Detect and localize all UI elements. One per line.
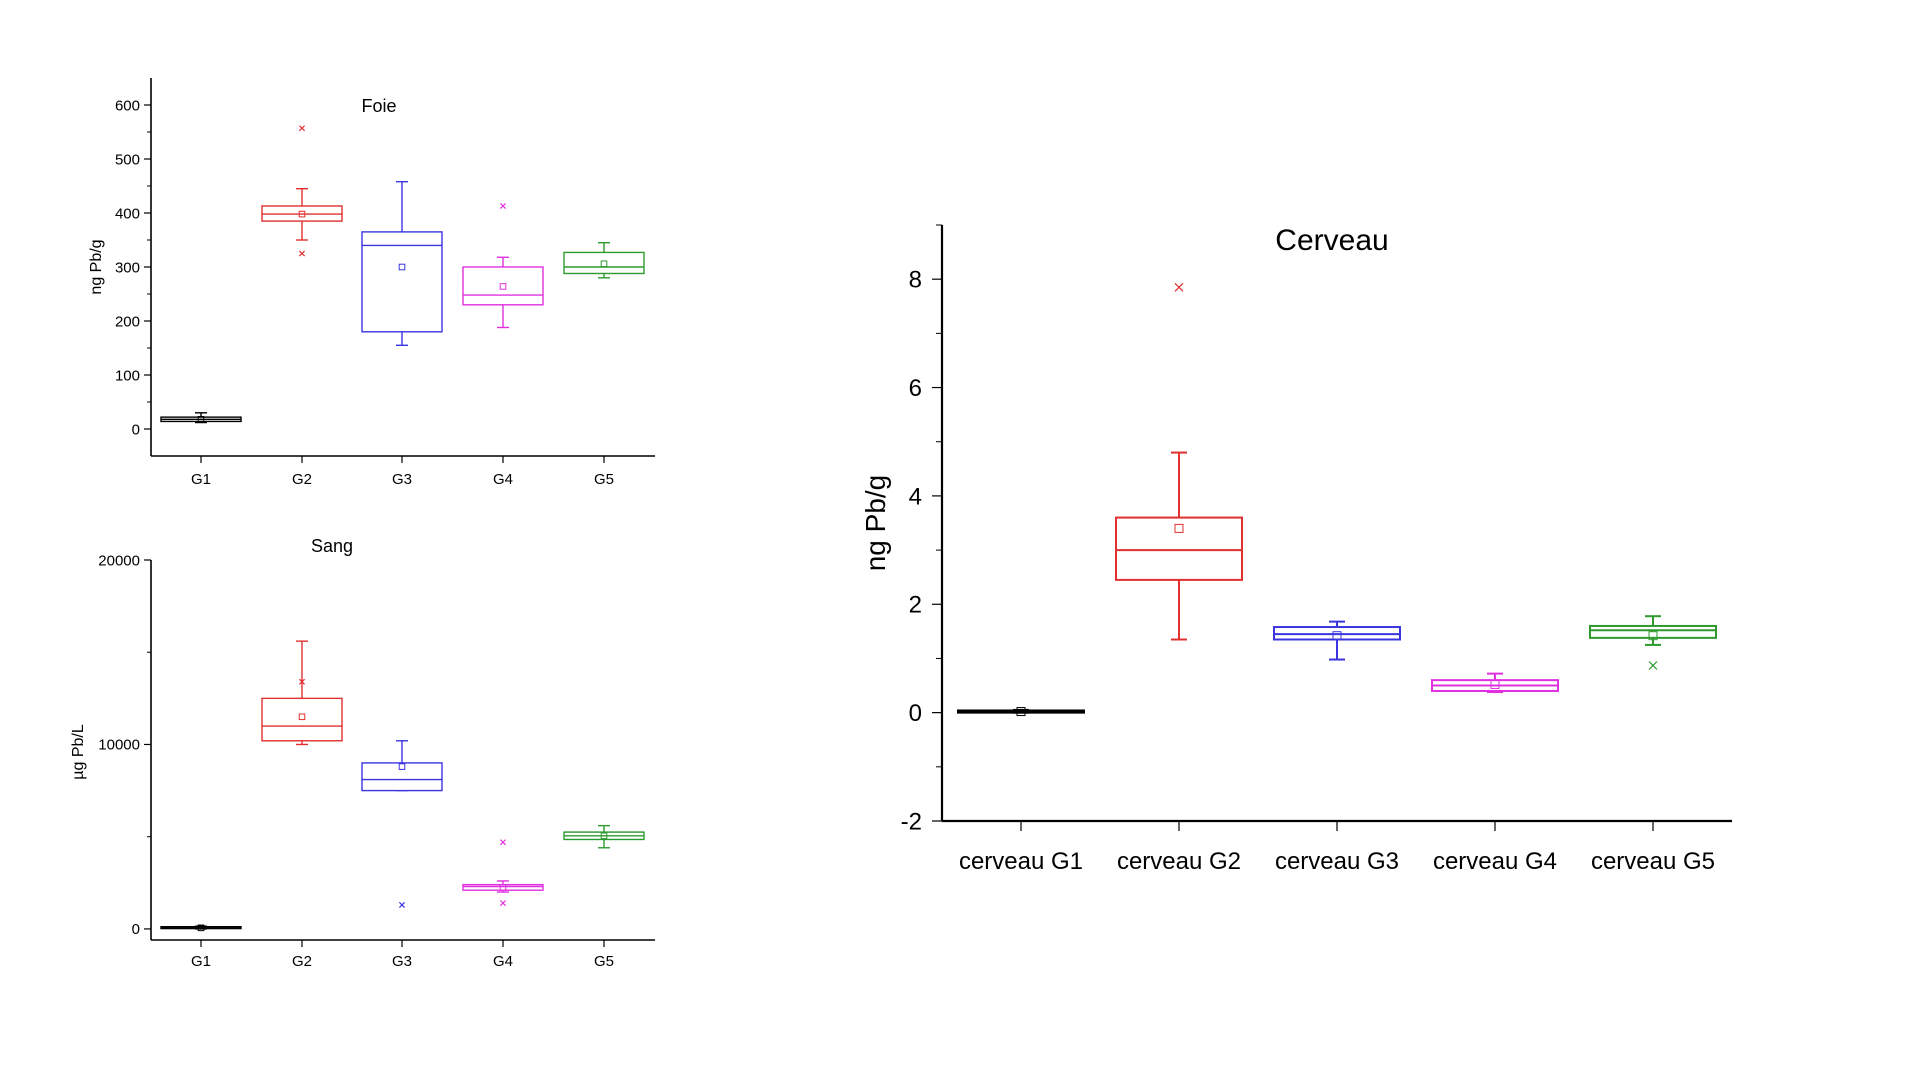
mean-marker <box>197 415 205 423</box>
box-g1 <box>160 412 242 424</box>
mean-marker <box>398 263 406 271</box>
y-tick-label: 400 <box>115 205 140 222</box>
y-tick-label: 0 <box>132 921 140 938</box>
mean-marker <box>197 924 205 932</box>
y-tick-label: -2 <box>901 808 922 835</box>
x-tick-label: cerveau G5 <box>1591 848 1715 875</box>
box-iqr <box>1115 516 1243 581</box>
box-g2 <box>261 640 343 746</box>
x-tick-label: G4 <box>493 471 513 488</box>
y-tick-label: 4 <box>909 483 922 510</box>
box-cerveau-g3 <box>1273 620 1401 661</box>
mean-marker <box>398 763 406 770</box>
y-tick-label: 6 <box>909 375 922 402</box>
box-g4 <box>462 202 544 329</box>
mean-marker <box>1490 679 1500 689</box>
y-tick-label: 20000 <box>98 552 140 569</box>
x-tick-label: G2 <box>292 953 312 970</box>
y-tick-label: 8 <box>909 267 922 294</box>
x-tick-label: G5 <box>594 471 614 488</box>
box-cerveau-g1 <box>957 707 1085 717</box>
mean-marker <box>1016 707 1026 717</box>
outlier-point <box>298 678 306 685</box>
chart-title: Foie <box>361 96 396 116</box>
x-tick-label: G1 <box>191 953 211 970</box>
x-tick-label: cerveau G1 <box>959 848 1083 875</box>
outlier-point <box>499 900 507 907</box>
y-axis-title: µg Pb/L <box>70 724 87 780</box>
box-iqr <box>361 762 443 792</box>
x-tick-label: cerveau G2 <box>1117 848 1241 875</box>
box-cerveau-g5 <box>1589 615 1717 670</box>
box-iqr <box>563 251 645 275</box>
y-tick-label: 600 <box>115 97 140 114</box>
y-tick-label: 300 <box>115 259 140 276</box>
mean-marker <box>499 283 507 290</box>
x-tick-label: G3 <box>392 953 412 970</box>
chart-foie: Foie ng Pb/g 0 100 200 300 400 500 600 G1 G2 G3 G4 G5 <box>88 78 655 488</box>
outlier-point <box>1174 282 1184 292</box>
outlier-point <box>1648 661 1658 670</box>
outlier-point <box>298 250 306 257</box>
box-iqr <box>462 883 544 891</box>
x-tick-label: cerveau G3 <box>1275 848 1399 875</box>
box-iqr <box>462 266 544 306</box>
mean-marker <box>499 884 507 891</box>
mean-marker <box>600 832 608 840</box>
box-cerveau-g4 <box>1431 672 1559 694</box>
outlier-point <box>499 202 507 210</box>
mean-marker <box>600 260 608 268</box>
chart-title: Cerveau <box>1275 224 1388 257</box>
y-axis-title: ng Pb/g <box>860 475 891 572</box>
x-tick-label: G1 <box>191 471 211 488</box>
chart-cerveau: Cerveau ng Pb/g -2 0 2 4 6 8 cerveau G1 cerveau G… <box>860 224 1732 875</box>
y-tick-label: 200 <box>115 313 140 330</box>
mean-marker <box>298 210 306 218</box>
box-g3 <box>361 740 443 908</box>
x-tick-label: G3 <box>392 471 412 488</box>
box-cerveau-g2 <box>1115 282 1243 641</box>
box-g5 <box>563 241 645 279</box>
outlier-point <box>499 839 507 846</box>
box-g2 <box>261 125 343 257</box>
box-g1 <box>160 924 242 932</box>
mean-marker <box>1332 631 1342 641</box>
mean-marker <box>1174 523 1184 533</box>
y-tick-label: 0 <box>132 421 140 438</box>
x-tick-label: G4 <box>493 953 513 970</box>
outlier-point <box>398 901 406 908</box>
chart-sang: Sang µg Pb/L 0 10000 20000 G1 G2 G3 G4 G5 <box>70 536 655 970</box>
outlier-point <box>298 125 306 132</box>
y-axis-title: ng Pb/g <box>88 239 105 294</box>
box-g3 <box>361 180 443 346</box>
x-tick-label: cerveau G4 <box>1433 848 1557 875</box>
chart-title: Sang <box>311 536 353 556</box>
y-tick-label: 10000 <box>98 737 140 754</box>
box-g4 <box>462 839 544 907</box>
y-tick-label: 100 <box>115 367 140 384</box>
y-tick-label: 500 <box>115 151 140 168</box>
box-g5 <box>563 824 645 849</box>
x-tick-label: G5 <box>594 953 614 970</box>
mean-marker <box>1648 631 1658 641</box>
x-tick-label: G2 <box>292 471 312 488</box>
box-iqr <box>361 231 443 333</box>
mean-marker <box>298 713 306 721</box>
y-tick-label: 0 <box>909 700 922 727</box>
y-tick-label: 2 <box>909 592 922 619</box>
